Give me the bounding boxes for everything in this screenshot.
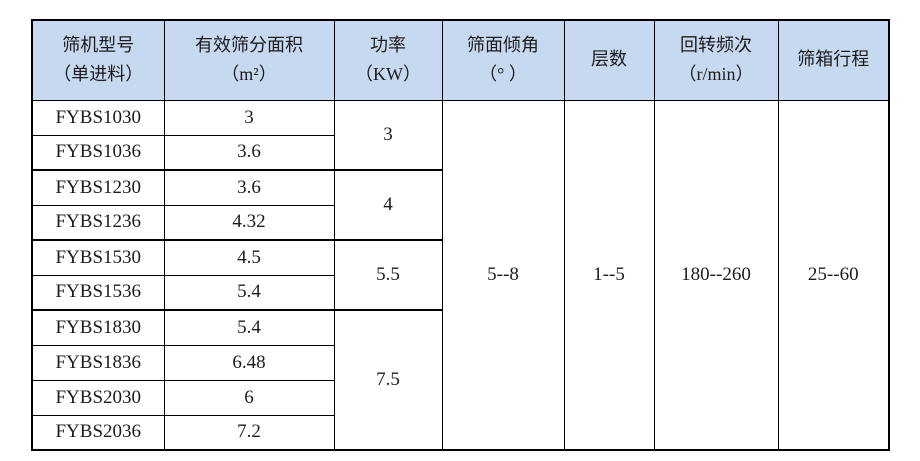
header-model-line1: 筛机型号 [62, 34, 135, 55]
table-row: FYBS1030 3 3 5--8 1--5 180--260 25--60 [31, 99, 890, 451]
model-cell: FYBS1236 [31, 204, 165, 241]
header-power-line2: （KW） [355, 64, 421, 85]
header-model: 筛机型号 （单进料） [31, 19, 165, 101]
header-area-line1: 有效筛分面积 [195, 34, 303, 55]
header-power-line1: 功率 [370, 34, 406, 55]
table-header-row: 筛机型号 （单进料） 有效筛分面积 （m²） 功率 （KW） 筛面倾角 （° ）… [31, 19, 890, 101]
header-area-line2: （m²） [221, 64, 277, 85]
area-cell: 4.32 [163, 204, 335, 241]
header-model-line2: （单进料） [53, 64, 144, 85]
model-cell: FYBS1036 [31, 134, 165, 171]
table-row: FYBS1230 3.6 4 [31, 169, 889, 241]
header-layers-line1: 层数 [591, 49, 627, 70]
area-cell: 4.5 [163, 239, 335, 276]
header-stroke: 筛箱行程 [777, 19, 890, 101]
model-cell: FYBS1030 [31, 99, 165, 136]
header-area: 有效筛分面积 （m²） [163, 19, 335, 101]
incline-cell: 5--8 [441, 99, 565, 451]
model-cell: FYBS1530 [31, 239, 165, 276]
area-cell: 7.2 [163, 414, 335, 451]
header-frequency-line2: （r/min） [678, 64, 754, 85]
area-cell: 3.6 [163, 169, 335, 206]
power-cell: 5.5 [333, 239, 443, 311]
power-cell: 4 [333, 169, 443, 241]
area-cell: 5.4 [163, 309, 335, 346]
layers-cell: 1--5 [563, 99, 655, 451]
header-stroke-line1: 筛箱行程 [797, 49, 870, 70]
header-incline-line2: （° ） [479, 64, 527, 85]
table-row: FYBS1836 6.48 [31, 344, 889, 381]
power-cell: 7.5 [333, 309, 443, 451]
area-cell: 3.6 [163, 134, 335, 171]
header-incline-line1: 筛面倾角 [467, 34, 539, 55]
area-cell: 6 [163, 379, 335, 416]
model-cell: FYBS1230 [31, 169, 165, 206]
model-cell: FYBS1536 [31, 274, 165, 311]
area-cell: 5.4 [163, 274, 335, 311]
header-frequency-line1: 回转频次 [680, 34, 752, 55]
table-row: FYBS1036 3.6 [31, 134, 889, 171]
frequency-cell: 180--260 [653, 99, 779, 451]
model-cell: FYBS2030 [31, 379, 165, 416]
power-cell: 3 [333, 99, 443, 171]
table-row: FYBS2030 6 [31, 379, 889, 416]
table-row: FYBS1236 4.32 [31, 204, 889, 241]
area-cell: 3 [163, 99, 335, 136]
model-cell: FYBS1830 [31, 309, 165, 346]
spec-table: 筛机型号 （单进料） 有效筛分面积 （m²） 功率 （KW） 筛面倾角 （° ）… [31, 19, 890, 451]
header-incline: 筛面倾角 （° ） [441, 19, 565, 101]
table-row: FYBS2036 7.2 [31, 414, 889, 451]
header-power: 功率 （KW） [333, 19, 443, 101]
model-cell: FYBS2036 [31, 414, 165, 451]
table-row: FYBS1536 5.4 [31, 274, 889, 311]
stroke-cell: 25--60 [777, 99, 890, 451]
header-layers: 层数 [563, 19, 655, 101]
area-cell: 6.48 [163, 344, 335, 381]
model-cell: FYBS1836 [31, 344, 165, 381]
header-frequency: 回转频次 （r/min） [653, 19, 779, 101]
